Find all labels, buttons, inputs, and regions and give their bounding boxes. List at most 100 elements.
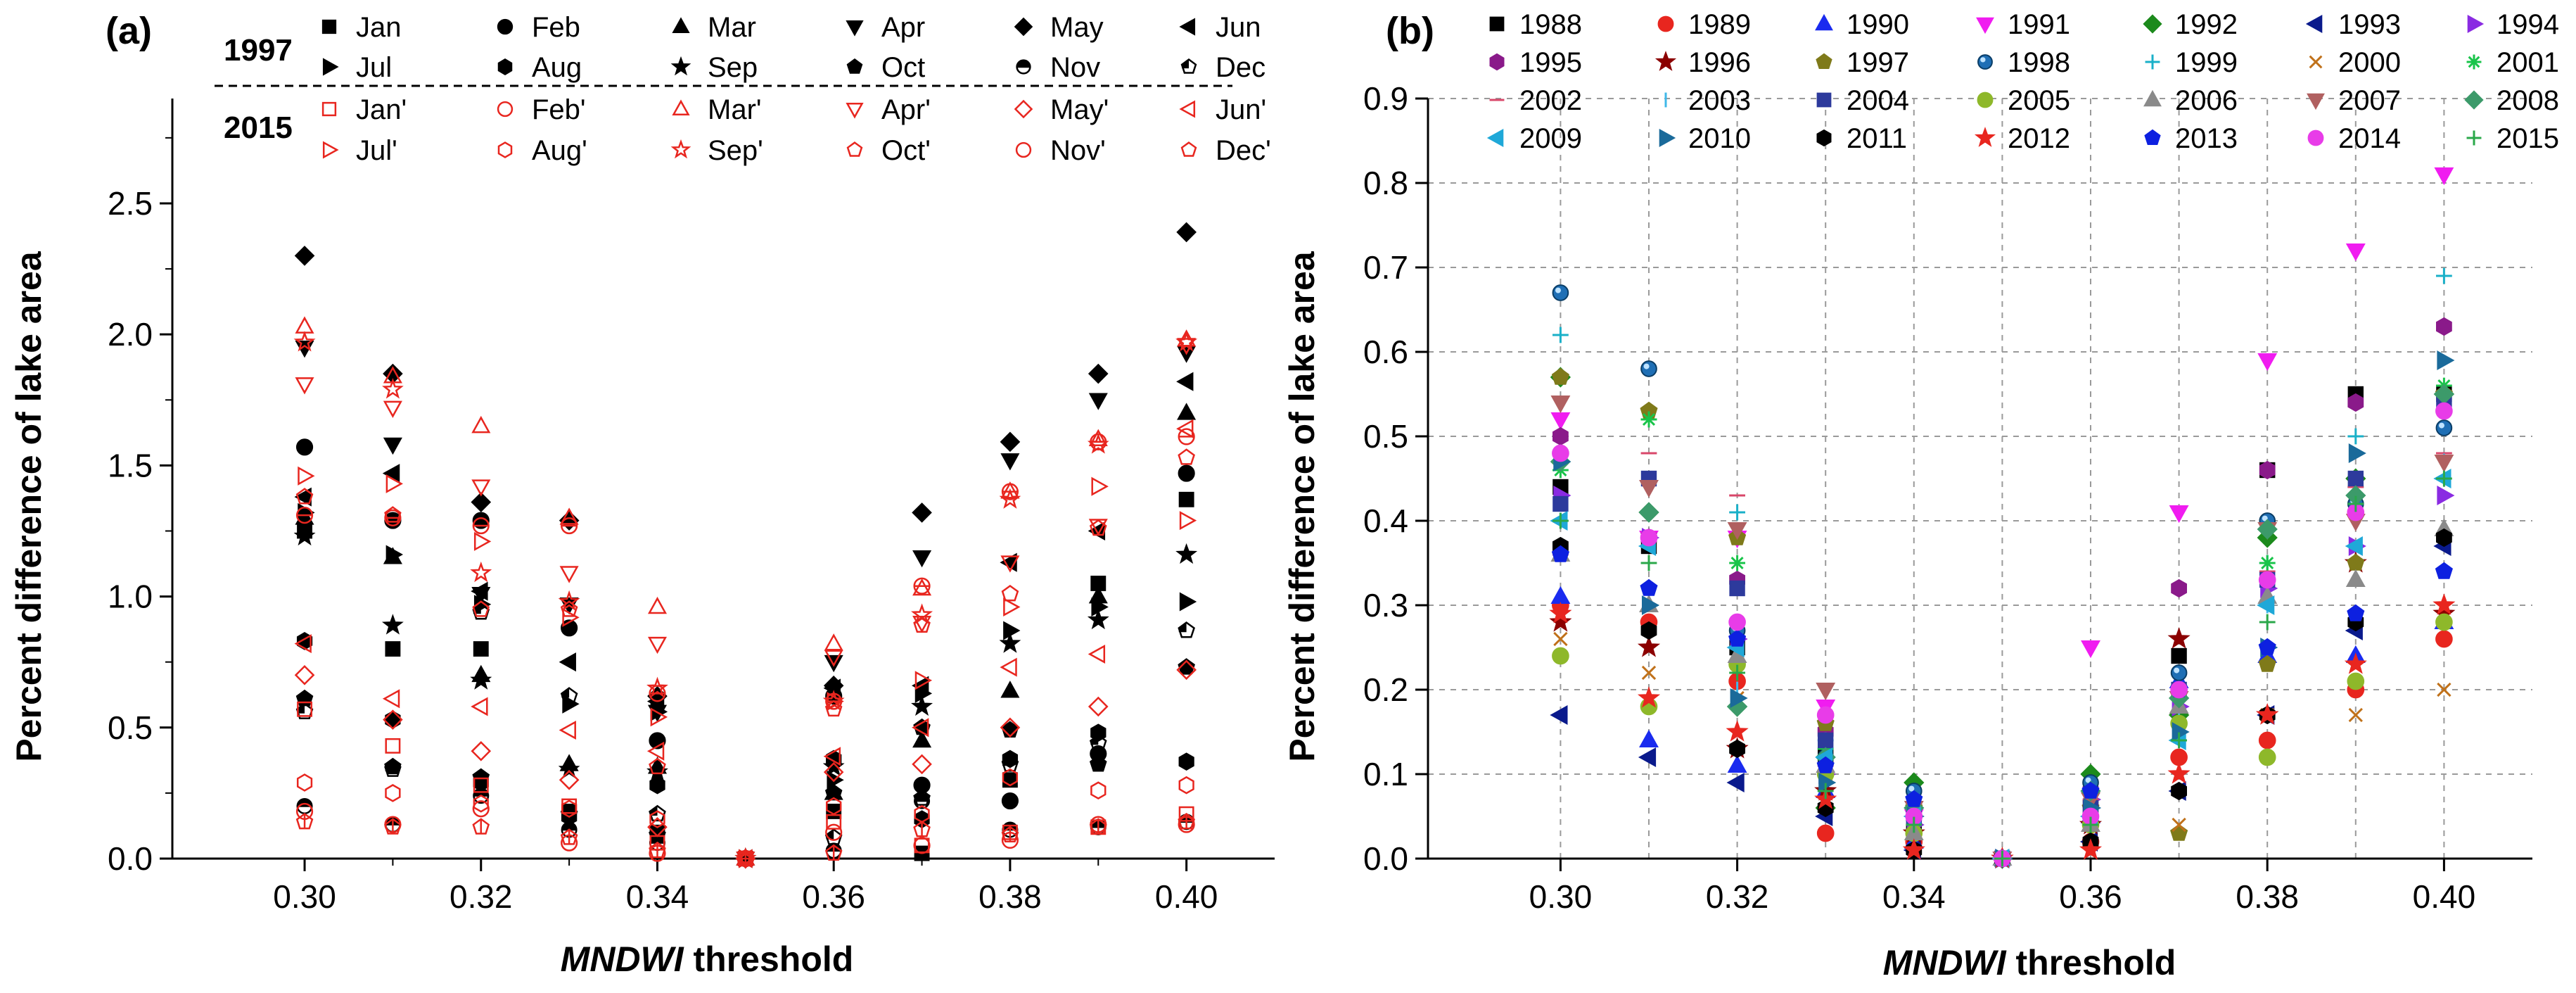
legend-label-1997: Jan <box>356 12 402 43</box>
panel-b-point <box>2435 562 2453 579</box>
panel-b-point <box>1730 688 1748 708</box>
panel-a-point <box>823 678 841 698</box>
panel-b-point <box>1639 729 1659 747</box>
panel-b-point <box>2171 732 2187 749</box>
panel-b-point <box>2437 682 2451 697</box>
panel-a-x-tick-label: 0.40 <box>1155 878 1218 915</box>
legend-label-1997: May <box>1050 12 1104 43</box>
panel-a-point <box>472 800 490 818</box>
panel-a-x-tick-label: 0.36 <box>802 878 865 915</box>
panel-b-point <box>1727 754 1747 773</box>
panel-b-point <box>2432 593 2456 615</box>
panel-b-point <box>2259 614 2276 631</box>
legend-label-1997: Nov <box>1050 52 1100 83</box>
panel-a-point <box>1177 403 1197 420</box>
panel-b-point <box>2345 569 2366 587</box>
legend-marker-year <box>2307 93 2325 110</box>
panel-a-point <box>558 758 580 779</box>
panel-a-point <box>294 246 315 266</box>
panel-a-point <box>559 652 576 672</box>
panel-a-point <box>1000 453 1020 471</box>
panel-b-point <box>2172 722 2190 742</box>
panel-a-point <box>913 789 931 806</box>
legend-marker-year <box>1976 17 1994 34</box>
panel-a-point <box>823 761 844 783</box>
panel-a-point <box>1178 752 1194 771</box>
legend-marker-year <box>2143 14 2162 34</box>
panel-b-point <box>1728 613 1746 631</box>
panel-b-point <box>1552 495 1569 512</box>
panel-b-point <box>2435 613 2453 631</box>
panel-a-point <box>912 718 929 738</box>
panel-a-point <box>471 697 488 716</box>
panel-a-point <box>381 614 404 635</box>
panel-a-point <box>385 474 403 493</box>
panel-b-point <box>1553 631 1568 647</box>
panel-a-x-tick-label: 0.30 <box>273 878 336 915</box>
panel-a-point <box>1178 621 1195 638</box>
panel-b-point <box>2347 470 2364 487</box>
panel-b-point <box>2347 428 2364 445</box>
panel-a-point <box>559 769 580 790</box>
panel-a-point <box>472 600 490 617</box>
legend-label-2015: Sep' <box>708 135 763 166</box>
panel-b-point <box>1552 284 1569 301</box>
panel-b-point <box>1729 504 1745 521</box>
legend-label-1997: Oct <box>881 52 925 83</box>
panel-a-plot: 0.30 0.32 0.34 0.36 0.38 0.40 0.0 0.5 1.0 1.5 2.0 2… <box>108 12 1275 915</box>
legend-label-1997: Apr <box>881 12 925 43</box>
legend-marker-year <box>1974 127 1996 147</box>
panel-a-point <box>647 596 668 614</box>
panel-a-point <box>1176 419 1194 438</box>
panel-a-point <box>561 799 578 818</box>
legend-marker-2015 <box>497 101 514 118</box>
panel-b-y-tick-label: 0.1 <box>1363 756 1408 792</box>
panel-a-point <box>1088 644 1106 664</box>
legend-label-year: 2003 <box>1688 85 1751 116</box>
panel-b-point <box>2435 419 2453 436</box>
legend-label-2015: Aug' <box>532 135 587 166</box>
legend-label-year: 2002 <box>1519 85 1582 116</box>
legend-label-year: 1996 <box>1688 47 1751 78</box>
panel-b-point <box>2258 638 2276 655</box>
panel-a-x-tick-label: 0.32 <box>449 878 513 915</box>
legend-marker-1997 <box>846 58 863 74</box>
panel-b-point <box>2171 781 2187 801</box>
panel-a-point <box>1179 511 1197 531</box>
legend-label-2015: Nov' <box>1050 135 1106 166</box>
legend-label-year: 1997 <box>1847 47 1909 78</box>
legend-label-year: 2001 <box>2497 47 2559 78</box>
legend-label-2015: Jul' <box>356 135 397 166</box>
panel-a-point <box>1091 476 1109 496</box>
panel-a-point <box>560 828 578 845</box>
legend-marker-year <box>2309 55 2323 69</box>
panel-a-point <box>473 777 489 793</box>
legend-label-year: 1991 <box>2008 9 2070 40</box>
panel-b-x-tick-label: 0.36 <box>2059 878 2122 915</box>
panel-a-point <box>383 437 402 455</box>
legend-label-year: 1990 <box>1847 9 1909 40</box>
panel-a-point <box>293 524 316 546</box>
legend-marker-1997 <box>672 17 690 34</box>
panel-b-point <box>1552 444 1569 462</box>
legend-marker-year <box>1977 54 1993 70</box>
panel-a-point <box>295 812 314 830</box>
panel-a-point <box>1087 608 1109 630</box>
panel-b-y-tick-label: 0.3 <box>1363 587 1408 624</box>
panel-a-point <box>294 665 315 685</box>
legend-marker-2015 <box>672 99 690 116</box>
panel-a-point <box>383 709 403 730</box>
panel-b-point <box>2437 486 2455 505</box>
panel-a-point <box>384 760 402 777</box>
panel-a-point <box>1002 768 1019 787</box>
panel-b-point <box>1818 773 1837 792</box>
panel-a-point <box>1090 781 1107 800</box>
panel-b-point <box>2435 630 2453 648</box>
panel-b-point <box>1640 555 1657 571</box>
panel-b-point <box>1640 360 1657 377</box>
legend-marker-2015 <box>322 141 339 159</box>
legend-label-2015: Apr' <box>881 94 931 125</box>
panel-b-plot: 0.30 0.32 0.34 0.36 0.38 0.40 0.0 0.1 0.2 0.3 0.4 0… <box>1363 9 2559 915</box>
legend-marker-year <box>2466 54 2482 70</box>
panel-a-point <box>646 741 665 761</box>
